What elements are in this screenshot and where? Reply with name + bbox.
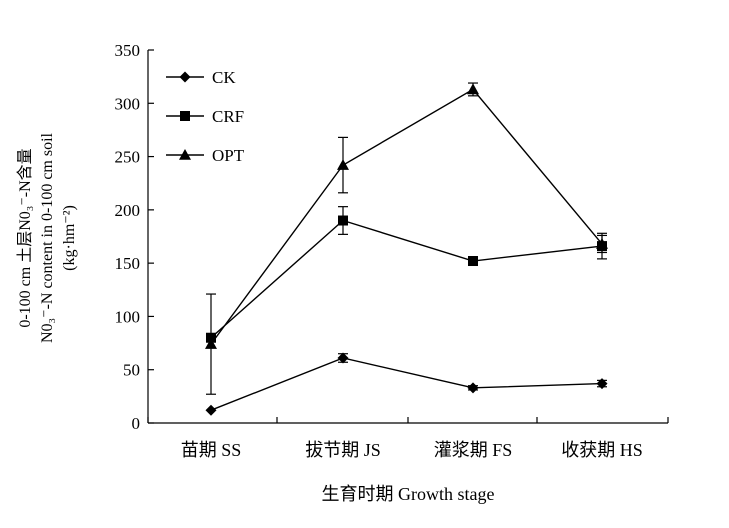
legend-item-ck: CK [166, 68, 236, 87]
data-point-crf [338, 215, 348, 226]
legend: CK CRF OPT [166, 68, 245, 165]
series-crf [206, 206, 607, 343]
legend-marker-opt [179, 149, 191, 160]
data-point-ck [337, 352, 349, 364]
series-ck [205, 352, 608, 416]
x-tick-label: 灌浆期 FS [434, 440, 513, 460]
data-point-opt [596, 237, 608, 249]
y-tick-label: 200 [115, 201, 141, 220]
legend-item-crf: CRF [166, 107, 244, 126]
series-opt [205, 82, 608, 395]
data-point-ck [205, 404, 217, 416]
y-tick-label: 250 [115, 148, 141, 167]
data-point-crf [468, 256, 478, 267]
y-tick-label: 150 [115, 254, 141, 273]
x-tick-label: 收获期 HS [561, 440, 643, 460]
legend-item-opt: OPT [166, 146, 245, 165]
series-line-crf [210, 219, 603, 339]
x-axis-label: 生育时期 Growth stage [322, 484, 495, 504]
legend-label-crf: CRF [212, 107, 244, 126]
data-point-opt [205, 338, 217, 349]
y-tick-label: 350 [115, 41, 141, 60]
data-point-opt [467, 83, 479, 95]
axes: 0 50 100 150 200 250 300 350 苗期 SS 拔节期 JS 灌浆期 FS 收获… [115, 41, 669, 460]
legend-marker-crf [180, 111, 190, 121]
y-axis-label-line-2: N0₃⁻-N content in 0-100 cm soil [39, 132, 56, 343]
y-tick-label: 100 [115, 307, 141, 326]
y-tick-label: 300 [115, 94, 141, 113]
series-line-opt [210, 88, 603, 345]
x-tick-label: 拔节期 JS [305, 440, 381, 460]
legend-label-opt: OPT [212, 146, 245, 165]
series-line-ck [210, 357, 603, 411]
x-tick-label: 苗期 SS [181, 440, 242, 460]
data-point-opt [337, 159, 349, 170]
y-axis-label-line-1: 0-100 cm 土层N0₃⁻-N含量 [16, 148, 34, 327]
y-axis-label-line-3: (kg·hm⁻²) [61, 205, 78, 271]
y-tick-label: 0 [132, 414, 141, 433]
legend-label-ck: CK [212, 68, 236, 87]
y-axis-label: 0-100 cm 土层N0₃⁻-N含量 N0₃⁻-N content in 0-… [16, 132, 78, 343]
data-point-ck [467, 382, 479, 394]
series-layer [205, 82, 608, 416]
legend-marker-ck [179, 71, 191, 83]
data-point-ck [596, 378, 608, 390]
y-tick-label: 50 [123, 361, 140, 380]
